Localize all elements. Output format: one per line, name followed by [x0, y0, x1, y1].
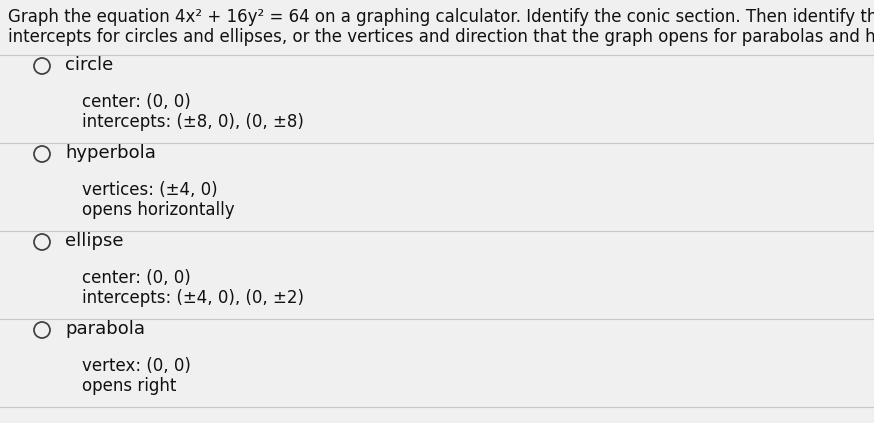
Text: intercepts for circles and ellipses, or the vertices and direction that the grap: intercepts for circles and ellipses, or …: [8, 28, 874, 46]
Text: ellipse: ellipse: [65, 232, 123, 250]
Text: opens horizontally: opens horizontally: [82, 201, 234, 219]
Text: vertex: (0, 0): vertex: (0, 0): [82, 357, 191, 375]
Text: intercepts: (±4, 0), (0, ±2): intercepts: (±4, 0), (0, ±2): [82, 289, 304, 307]
Text: center: (0, 0): center: (0, 0): [82, 269, 191, 287]
Text: vertices: (±4, 0): vertices: (±4, 0): [82, 181, 218, 199]
Text: hyperbola: hyperbola: [65, 144, 156, 162]
Text: center: (0, 0): center: (0, 0): [82, 93, 191, 111]
Text: opens right: opens right: [82, 377, 177, 395]
Text: Graph the equation 4x² + 16y² = 64 on a graphing calculator. Identify the conic : Graph the equation 4x² + 16y² = 64 on a …: [8, 8, 874, 26]
Text: parabola: parabola: [65, 320, 145, 338]
Text: intercepts: (±8, 0), (0, ±8): intercepts: (±8, 0), (0, ±8): [82, 113, 304, 131]
Text: circle: circle: [65, 56, 114, 74]
